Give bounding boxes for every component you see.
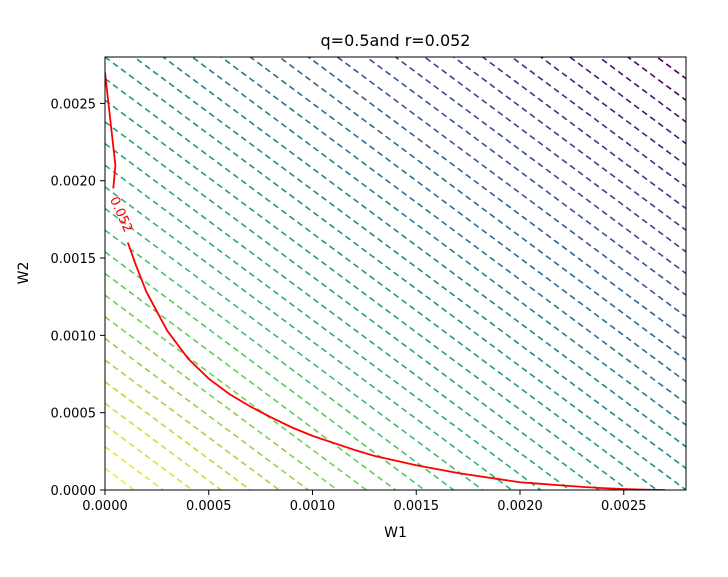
- budget-line: [105, 78, 658, 490]
- budget-line: [105, 359, 280, 490]
- budget-line: [423, 57, 686, 253]
- budget-line: [105, 207, 484, 490]
- budget-line: [190, 57, 686, 427]
- budget-line: [105, 186, 513, 490]
- budget-line: [452, 57, 686, 232]
- y-axis: 0.0000 0.0005 0.0010 0.0015 0.0020 0.0025: [51, 97, 105, 499]
- budget-line: [307, 57, 686, 340]
- budget-line: [105, 57, 686, 490]
- budget-line: [481, 57, 686, 210]
- budget-line: [568, 57, 686, 145]
- y-tick-label: 0.0010: [51, 329, 97, 344]
- budget-line: [105, 424, 193, 490]
- budget-line: [597, 57, 686, 123]
- x-axis-label: W1: [384, 525, 407, 541]
- budget-line: [105, 164, 542, 490]
- budget-line: [336, 57, 686, 318]
- budget-line: [219, 57, 686, 405]
- budget-line: [105, 402, 222, 490]
- budget-line: [626, 57, 686, 102]
- budget-line: [105, 294, 367, 490]
- budget-line: [105, 99, 629, 490]
- x-axis: 0.0000 0.0005 0.0010 0.0015 0.0020 0.0025: [82, 490, 647, 514]
- y-axis-label: W2: [16, 262, 32, 285]
- budget-line: [105, 381, 251, 490]
- budget-line: [105, 316, 338, 490]
- budget-line: [248, 57, 686, 383]
- x-tick-label: 0.0000: [82, 499, 128, 514]
- budget-line: [510, 57, 686, 188]
- budget-line: [105, 251, 426, 490]
- x-tick-label: 0.0015: [394, 499, 440, 514]
- budget-line: [539, 57, 686, 167]
- contour-level-label: 0.052: [106, 195, 135, 235]
- x-tick-label: 0.0010: [290, 499, 336, 514]
- budget-line: [105, 446, 164, 490]
- budget-line: [277, 57, 686, 362]
- budget-line: [105, 229, 455, 490]
- x-tick-label: 0.0005: [186, 499, 232, 514]
- plot-area: 0.052: [104, 56, 687, 491]
- y-tick-label: 0.0025: [51, 97, 97, 112]
- plot-content: [105, 57, 686, 490]
- y-tick-label: 0.0000: [51, 484, 97, 499]
- budget-line: [105, 121, 600, 490]
- budget-line: [105, 337, 309, 490]
- x-tick-label: 0.0025: [601, 499, 647, 514]
- y-tick-label: 0.0005: [51, 407, 97, 422]
- budget-line: [105, 142, 571, 490]
- y-tick-label: 0.0020: [51, 175, 97, 190]
- y-tick-label: 0.0015: [51, 252, 97, 267]
- indifference-curve: [126, 242, 666, 490]
- plot-frame: [104, 56, 687, 491]
- budget-line: [394, 57, 686, 275]
- budget-line: [161, 57, 686, 448]
- budget-line: [655, 57, 686, 80]
- x-tick-label: 0.0020: [497, 499, 543, 514]
- budget-line: [105, 467, 135, 490]
- indifference-curve: [105, 72, 117, 189]
- budget-line: [365, 57, 686, 297]
- budget-line: [105, 272, 396, 490]
- budget-line: [132, 57, 686, 470]
- chart-title: q=0.5and r=0.052: [321, 31, 471, 50]
